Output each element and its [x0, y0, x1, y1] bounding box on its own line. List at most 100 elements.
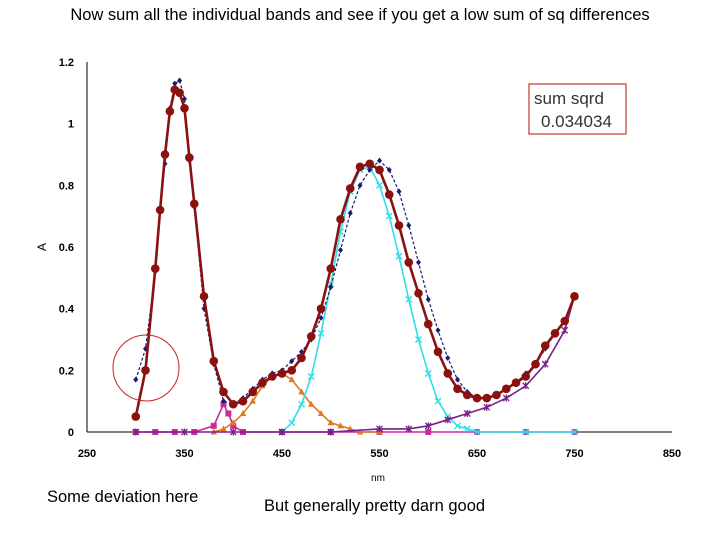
- data-point: [228, 399, 238, 409]
- x-axis-label: nm: [371, 473, 385, 484]
- data-point: [376, 181, 383, 189]
- deviation-highlight-circle: [112, 334, 180, 402]
- sum-squared-box-frame: [528, 83, 627, 135]
- data-point: [317, 410, 325, 416]
- data-point: [385, 212, 393, 220]
- data-point: [444, 416, 452, 424]
- series-0: [133, 77, 577, 408]
- sum-squared-value: 0.034034: [541, 112, 612, 131]
- data-point: [267, 372, 277, 381]
- data-point: [277, 369, 287, 378]
- data-point: [425, 296, 431, 303]
- data-point: [307, 373, 315, 380]
- caption-summary: But generally pretty darn good: [264, 497, 486, 515]
- data-point: [317, 329, 325, 337]
- data-point: [345, 184, 355, 193]
- data-point: [239, 410, 247, 416]
- data-point: [327, 419, 334, 426]
- series-5: [132, 292, 578, 436]
- data-point: [131, 412, 141, 421]
- data-point: [521, 372, 531, 381]
- data-point: [511, 378, 521, 387]
- data-point: [160, 150, 170, 159]
- data-point: [416, 259, 421, 266]
- x-tick-label: 550: [370, 448, 388, 460]
- data-point: [445, 355, 451, 361]
- data-point: [199, 292, 209, 301]
- data-point: [248, 387, 258, 397]
- data-point: [141, 366, 150, 375]
- data-point: [298, 400, 305, 408]
- data-point: [175, 88, 184, 98]
- data-point: [424, 422, 432, 430]
- data-point: [384, 190, 394, 199]
- data-point: [443, 369, 453, 378]
- data-point: [435, 327, 441, 334]
- data-point: [327, 428, 335, 436]
- data-point: [288, 376, 295, 383]
- data-point: [288, 419, 296, 427]
- data-point: [423, 319, 433, 329]
- data-point: [328, 284, 334, 291]
- data-point: [501, 384, 511, 394]
- data-point: [180, 103, 189, 113]
- series-line: [135, 402, 575, 433]
- series-line: [135, 79, 576, 405]
- data-point: [531, 359, 540, 369]
- data-point: [308, 400, 315, 407]
- data-point: [406, 222, 412, 229]
- data-point: [297, 353, 306, 363]
- data-point: [455, 376, 460, 383]
- data-point: [434, 397, 442, 405]
- x-tick-label: 650: [468, 448, 486, 460]
- data-point: [433, 347, 443, 357]
- y-tick-labels: 0 0.2 0.4 0.6 0.8 1 1.2: [59, 57, 75, 439]
- data-point: [454, 422, 461, 430]
- data-point: [220, 425, 227, 432]
- data-point: [221, 398, 226, 405]
- data-point: [394, 221, 404, 230]
- data-point: [258, 378, 267, 387]
- data-point: [357, 182, 363, 189]
- data-point: [356, 428, 364, 435]
- data-point: [405, 425, 413, 433]
- data-point: [375, 165, 384, 175]
- y-tick-label: 0.4: [59, 304, 75, 316]
- data-point: [181, 428, 188, 436]
- data-point: [522, 428, 530, 436]
- data-point: [560, 316, 570, 326]
- data-point: [570, 292, 579, 301]
- data-point: [396, 188, 402, 195]
- data-point: [472, 393, 482, 403]
- data-point: [336, 214, 345, 224]
- data-point: [522, 382, 530, 390]
- data-point: [189, 199, 199, 209]
- data-point: [132, 428, 140, 436]
- series-1: [131, 85, 579, 421]
- data-point: [238, 396, 248, 406]
- data-point: [316, 304, 326, 313]
- x-tick-label: 750: [565, 448, 583, 460]
- data-point: [540, 341, 550, 350]
- data-point: [453, 384, 462, 394]
- x-tick-label: 850: [663, 448, 681, 460]
- y-tick-label: 0: [68, 427, 74, 439]
- data-point: [337, 422, 344, 429]
- data-point: [318, 314, 324, 321]
- data-point: [463, 410, 471, 417]
- data-point: [414, 288, 423, 298]
- data-point: [463, 425, 471, 433]
- x-tick-label: 450: [273, 448, 291, 460]
- data-point: [550, 329, 560, 338]
- x-tick-label: 350: [175, 448, 193, 460]
- slide-title: Now sum all the individual bands and see…: [70, 6, 650, 24]
- data-point: [492, 390, 501, 400]
- data-point: [185, 153, 194, 162]
- data-point: [150, 264, 160, 273]
- data-point: [133, 376, 139, 383]
- data-point: [209, 356, 219, 366]
- data-point: [287, 366, 297, 375]
- x-tick-label: 250: [78, 448, 96, 460]
- series-line: [134, 87, 576, 417]
- y-tick-label: 0.8: [59, 180, 74, 192]
